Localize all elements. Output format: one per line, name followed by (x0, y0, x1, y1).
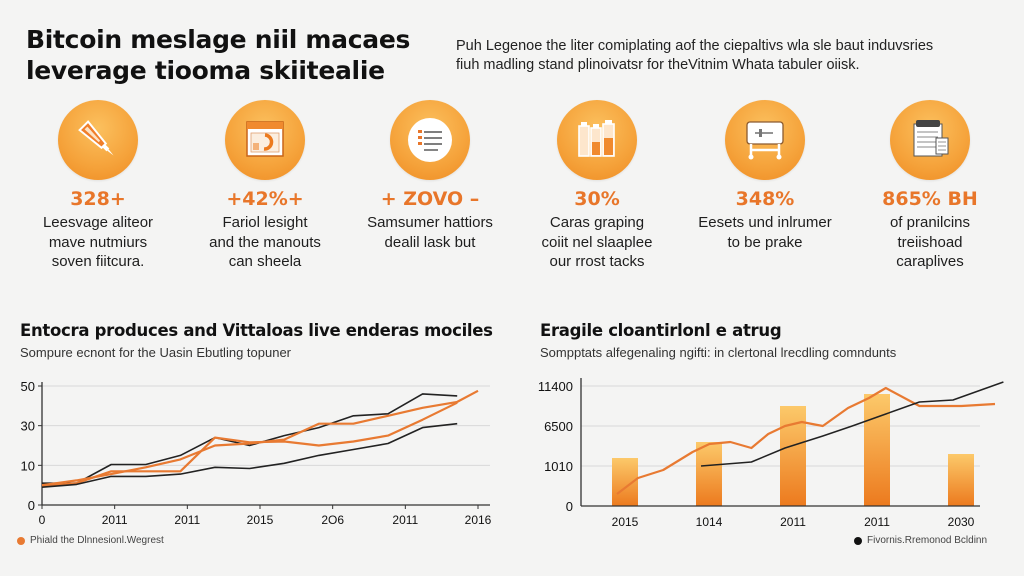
bar (948, 454, 974, 506)
bar-chart-legend: Fivornis.Rremonod Bcldinn (854, 535, 987, 546)
y-tick-label: 0 (566, 499, 573, 514)
stat-description: Caras graping coiit nel slaaplee our rro… (541, 214, 653, 270)
line-chart-subtitle: Sompure ecnont for the Uasin Ebutling to… (20, 345, 292, 360)
legend-label: Phiald the Dlnnesionl.Wegrest (30, 535, 164, 546)
x-tick-label: 2011 (780, 515, 806, 529)
legend-marker (17, 536, 25, 545)
x-tick-label: 2011 (864, 515, 890, 529)
stat-value: 30% (574, 188, 620, 210)
series-line-dark-lower (41, 422, 458, 488)
x-tick-label: 2015 (247, 513, 274, 527)
series-line-dark-trend (700, 381, 1004, 467)
stat-card: +42%+ Fariol lesight and the manouts can… (180, 100, 350, 272)
bar (864, 394, 890, 506)
stat-value: +42%+ (226, 188, 304, 210)
x-tick-label: 2030 (948, 515, 975, 529)
y-tick-label: 10 (21, 458, 35, 473)
y-tick-label: 1010 (544, 459, 573, 474)
clipboard-document-icon (890, 100, 970, 180)
y-tick-label: 11400 (538, 379, 573, 394)
legend-marker (854, 536, 862, 545)
x-tick-label: 1014 (696, 515, 723, 529)
stat-card: 30% Caras graping coiit nel slaaplee our… (512, 100, 682, 272)
bar-chart-subtitle: Sompptats alfegenaling ngifti: in clerto… (540, 345, 897, 360)
stat-description: of pranilcins treiishoad caraplives (889, 214, 971, 270)
y-tick-label: 50 (21, 379, 35, 394)
stat-card: 348% Eesets und inlrumer to be prake (680, 100, 850, 252)
stat-value: + ZOVO – (380, 188, 480, 210)
series-line-orange-upper (41, 389, 479, 487)
stat-card: 865% BH of pranilcins treiishoad carapli… (845, 100, 1015, 272)
line-chart-legend: Phiald the Dlnnesionl.Wegrest (17, 535, 164, 546)
x-tick-label: 2016 (465, 513, 492, 527)
intro-text: Puh Legenoe the liter comiplating aof th… (456, 37, 1016, 75)
y-tick-label: 0 (28, 498, 35, 513)
pen-icon (58, 100, 138, 180)
bar-chart: 0 1010 6500 11400 2015 1014 2011 2011 2030 (538, 378, 1004, 529)
stat-card: + ZOVO – Samsumer hattiors dealil lask b… (345, 100, 515, 252)
stat-description: Samsumer hattiors dealil lask but (367, 214, 493, 251)
stat-description: Eesets und inlrumer to be prake (698, 214, 832, 251)
bar (696, 442, 722, 506)
page-title-line-1: Bitcoin meslage niil macaes (26, 25, 411, 54)
y-tick-label: 6500 (544, 419, 573, 434)
stats-row: 328+ Leesvage aliteor mave nutmiurs sove… (0, 100, 1024, 300)
x-tick-label: 2015 (612, 515, 639, 529)
stat-value: 865% BH (882, 188, 978, 210)
x-tick-label: 0 (39, 513, 46, 527)
x-tick-label: 2011 (392, 513, 418, 527)
page-title-line-2: leverage tiooma skiitealie (26, 56, 385, 85)
bar-chart-title: Eragile cloantirlonl e atrug (540, 321, 782, 340)
intro-line-2: fiuh madling stand plinoivatsr for theVi… (456, 57, 860, 73)
series-line-orange-lower (41, 401, 458, 488)
checklist-icon (390, 100, 470, 180)
x-tick-label: 2O6 (321, 513, 344, 527)
stat-description: Leesvage aliteor mave nutmiurs soven fii… (42, 214, 154, 270)
series-line-dark-upper (42, 393, 458, 484)
stat-value: 328+ (70, 188, 126, 210)
y-tick-label: 30 (21, 419, 35, 434)
machine-icon (725, 100, 805, 180)
browser-chart-icon (225, 100, 305, 180)
line-chart-title: Entocra produces and Vittaloas live ende… (20, 321, 493, 340)
legend-label: Fivornis.Rremonod Bcldinn (867, 535, 988, 546)
bottles-icon (557, 100, 637, 180)
line-chart: 0 10 30 50 0 2011 2011 2015 2O6 2011 2016 (21, 379, 492, 527)
stat-description: Fariol lesight and the manouts can sheel… (209, 214, 321, 270)
intro-line-1: Puh Legenoe the liter comiplating aof th… (456, 38, 934, 54)
x-tick-label: 2011 (102, 513, 128, 527)
x-tick-label: 2011 (174, 513, 200, 527)
page-title: Bitcoin meslage niil macaes leverage tio… (26, 24, 446, 86)
stat-value: 348% (735, 188, 795, 210)
series-line-orange-trend (616, 386, 996, 495)
stat-card: 328+ Leesvage aliteor mave nutmiurs sove… (13, 100, 183, 272)
